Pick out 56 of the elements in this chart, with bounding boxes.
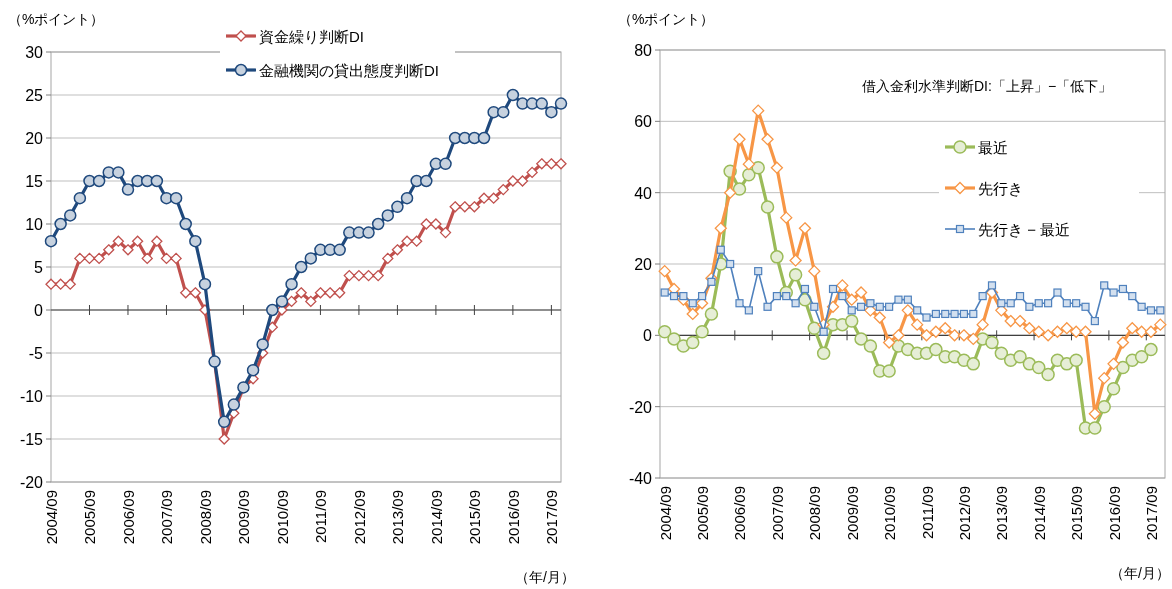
x-tick-label: 2004/09	[43, 490, 60, 545]
y-axis-title: （%ポイント）	[8, 11, 105, 27]
x-tick-label: 2013/09	[993, 486, 1011, 541]
y-tick-label: 15	[25, 173, 44, 190]
y-tick-label: 0	[34, 302, 44, 319]
x-tick-label: 2016/09	[1105, 486, 1123, 541]
x-axis-title: （年/月）	[515, 569, 575, 585]
y-tick-label: 30	[25, 44, 44, 61]
x-axis-title: （年/月）	[1110, 565, 1170, 581]
y-tick-label: -20	[19, 474, 44, 491]
y-tick-label: 25	[25, 87, 44, 104]
x-tick-label: 2014/09	[1030, 486, 1048, 541]
y-tick-label: 40	[634, 184, 653, 202]
x-tick-label: 2017/09	[1142, 486, 1160, 541]
y-tick-label: 0	[643, 327, 653, 345]
y-tick-label: 80	[634, 42, 653, 59]
y-tick-label: 20	[634, 256, 653, 273]
x-tick-label: 2008/09	[806, 486, 824, 541]
x-tick-label: 2007/09	[158, 490, 176, 545]
legend-label: 資金繰り判断DI	[259, 28, 364, 45]
x-tick-label: 2010/09	[273, 490, 291, 545]
x-tick-label: 2010/09	[881, 486, 899, 541]
x-tick-label: 2011/09	[312, 490, 330, 544]
x-tick-label: 2007/09	[768, 486, 786, 541]
x-tick-label: 2009/09	[235, 490, 253, 545]
x-tick-label: 2005/09	[694, 486, 712, 541]
x-tick-label: 2014/09	[427, 490, 445, 545]
x-tick-label: 2008/09	[196, 490, 214, 545]
y-tick-label: 10	[25, 216, 44, 233]
x-tick-label: 2009/09	[843, 486, 861, 541]
y-tick-label: -5	[28, 345, 44, 362]
y-tick-label: 5	[34, 259, 44, 276]
x-tick-label: 2015/09	[466, 490, 484, 545]
annotation: 借入金利水準判断DI:「上昇」−「低下」	[862, 78, 1113, 94]
y-tick-label: -20	[628, 398, 653, 416]
x-tick-label: 2013/09	[389, 490, 407, 545]
y-tick-label: -10	[19, 388, 44, 405]
legend-label: 先行き	[978, 180, 1023, 197]
y-axis-title: （%ポイント）	[618, 11, 715, 27]
x-tick-label: 2006/09	[731, 486, 749, 541]
x-tick-label: 2016/09	[504, 490, 522, 545]
y-tick-label: 20	[25, 130, 44, 147]
legend-label: 最近	[978, 139, 1008, 156]
y-tick-label: -15	[19, 431, 44, 448]
x-tick-label: 2006/09	[119, 490, 137, 545]
legend-label: 先行き − 最近	[978, 221, 1071, 238]
x-tick-label: 2015/09	[1068, 486, 1086, 541]
x-tick-label: 2004/09	[656, 486, 674, 541]
y-tick-label: 60	[634, 113, 653, 131]
legend-label: 金融機関の貸出態度判断DI	[259, 62, 439, 79]
x-tick-label: 2011/09	[918, 486, 936, 540]
x-tick-label: 2012/09	[350, 490, 368, 545]
x-tick-label: 2017/09	[543, 490, 561, 545]
y-tick-label: -40	[628, 470, 653, 487]
x-tick-label: 2012/09	[955, 486, 973, 541]
x-tick-label: 2005/09	[81, 490, 99, 545]
